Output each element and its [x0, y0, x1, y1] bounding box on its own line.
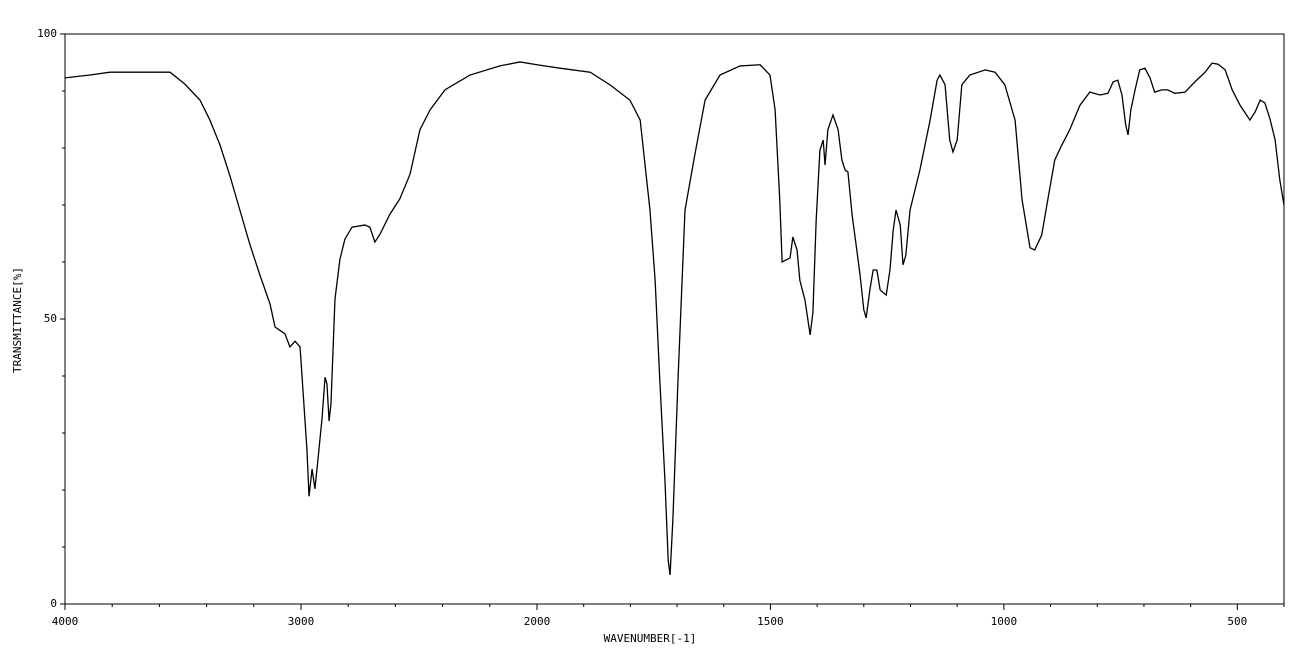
- x-tick-label: 4000: [52, 615, 79, 628]
- x-tick-label: 500: [1227, 615, 1247, 628]
- x-tick-label: 2000: [524, 615, 551, 628]
- x-tick-label: 3000: [288, 615, 315, 628]
- y-tick-label: 50: [44, 312, 57, 325]
- x-tick-label: 1500: [757, 615, 784, 628]
- spectrum-line: [64, 61, 1285, 576]
- x-axis-label: WAVENUMBER[-1]: [604, 632, 697, 645]
- y-tick-label: 0: [50, 597, 57, 610]
- y-tick-label: 100: [37, 27, 57, 40]
- x-tick-label: 1000: [991, 615, 1018, 628]
- y-axis-label: TRANSMITTANCE[%]: [11, 267, 24, 373]
- plot-frame: [64, 33, 1285, 605]
